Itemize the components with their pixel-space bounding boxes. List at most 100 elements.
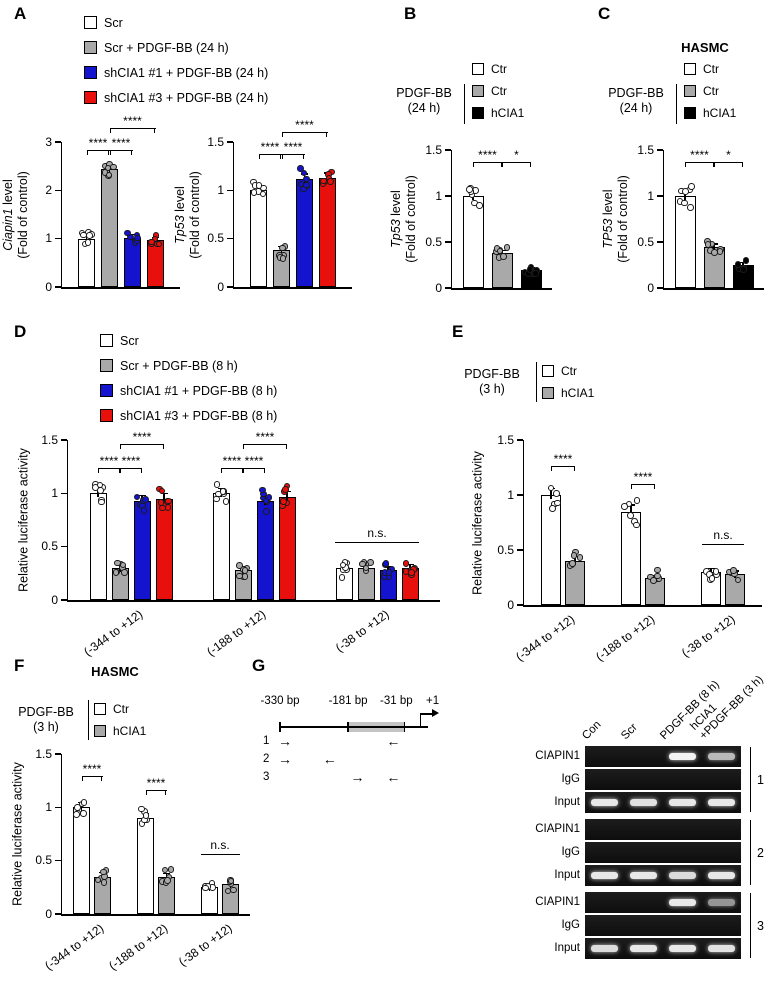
- data-point: [532, 270, 539, 277]
- sig-bracket: [109, 128, 156, 130]
- y-tick-label: 0: [507, 597, 514, 612]
- legend-item: shCIA1 #3 + PDGF-BB (8 h): [100, 403, 277, 428]
- data-point: [142, 496, 149, 503]
- sig-bracket-end: [101, 776, 103, 781]
- legend-swatch: [684, 107, 696, 119]
- legend-swatch: [472, 85, 484, 97]
- legend-item: Scr: [84, 10, 268, 35]
- data-point: [213, 495, 220, 503]
- y-axis-label: Relative luciferase activity: [16, 448, 31, 592]
- data-point: [712, 568, 720, 575]
- data-point: [475, 202, 483, 209]
- error-bar-cap: [163, 872, 170, 875]
- primer-forward-arrow: →: [350, 769, 365, 785]
- gel-band: [708, 753, 735, 760]
- legend-label: Scr: [104, 15, 123, 30]
- sig-bracket-end: [280, 154, 282, 159]
- error-bar: [286, 491, 288, 501]
- y-tick-label: 0.5: [41, 539, 58, 554]
- gel-group-line: [750, 820, 752, 885]
- panel-c-treatment-label: PDGF-BB (24 h): [600, 86, 672, 116]
- y-tick: [55, 913, 61, 915]
- sig-label: ****: [121, 454, 141, 468]
- gel-band: [669, 799, 696, 806]
- y-tick-label: 0: [647, 280, 654, 295]
- legend-swatch: [542, 365, 554, 377]
- y-tick-label: 1: [45, 231, 52, 246]
- y-axis-label: Relative luciferase activity: [470, 450, 485, 595]
- y-tick-label: 1: [45, 799, 52, 814]
- data-point: [236, 562, 244, 569]
- legend-item: Ctr: [472, 58, 524, 80]
- error-bar-cap: [707, 568, 715, 570]
- legend-swatch: [100, 384, 113, 397]
- data-point: [201, 884, 209, 892]
- sig-bracket: [98, 468, 120, 470]
- data-point: [84, 239, 92, 246]
- sig-bracket: [120, 468, 142, 470]
- y-tick: [445, 149, 451, 151]
- sig-bracket: [502, 162, 531, 164]
- gel-band: [591, 945, 618, 952]
- chart-A2: 0 0.5 1 1.5 Tp53 level (Fold of control) **** *…: [173, 118, 352, 294]
- data-point: [259, 486, 266, 494]
- sig-label: ****: [123, 114, 142, 128]
- sig-label: *: [726, 148, 731, 162]
- y-tick-label: 1.5: [497, 432, 514, 447]
- y-tick-label: 0.5: [497, 542, 514, 557]
- data-point: [654, 572, 661, 580]
- y-tick: [227, 141, 233, 143]
- primer-pair-number: 2: [263, 753, 270, 765]
- legend-item: shCIA1 #1 + PDGF-BB (8 h): [100, 378, 277, 403]
- y-tick: [517, 439, 523, 441]
- chart-B: 0 0.5 1 1.5 Tp53 level (Fold of control) **** *: [389, 143, 552, 295]
- legend-label: Scr: [120, 333, 139, 348]
- legend-item: Ctr: [472, 80, 524, 102]
- data-point: [682, 188, 689, 195]
- promoter-tick: [403, 722, 406, 732]
- data-point: [155, 240, 163, 248]
- data-point: [303, 175, 310, 183]
- data-point: [570, 551, 578, 559]
- data-point: [133, 493, 141, 501]
- sig-label: ****: [132, 430, 152, 444]
- data-point: [303, 181, 311, 189]
- gel-row-input: [585, 792, 741, 813]
- data-point: [80, 798, 88, 806]
- sig-bracket: [86, 150, 110, 152]
- sig-bracket: [714, 162, 743, 164]
- data-point: [362, 564, 370, 572]
- sig-bracket-end: [120, 468, 122, 473]
- sig-label: ****: [553, 452, 573, 466]
- data-point: [621, 503, 628, 510]
- sig-bracket-end: [653, 484, 655, 489]
- data-point: [263, 507, 270, 515]
- y-tick-label: 1: [507, 487, 514, 502]
- sig-bracket-end: [243, 468, 245, 473]
- sig-label: ****: [633, 470, 653, 484]
- gel-row-label: CIAPIN1: [535, 895, 580, 908]
- gel-band: [591, 872, 618, 879]
- data-point: [105, 171, 113, 179]
- bar: [278, 496, 296, 600]
- y-tick-label: 1.5: [35, 746, 52, 761]
- sig-bracket-end: [241, 468, 243, 473]
- gel-lane-label: Con: [580, 718, 604, 742]
- gel-row-label: Input: [554, 868, 580, 881]
- chart-F: 0 0.5 1 1.5 Relative luciferase activity ****…: [11, 747, 250, 973]
- gel-band: [630, 799, 657, 806]
- data-point: [547, 484, 555, 492]
- data-point: [730, 567, 737, 574]
- sig-bracket: [145, 790, 167, 792]
- data-point: [167, 866, 175, 874]
- data-point: [279, 255, 287, 262]
- data-point: [86, 231, 93, 239]
- bar: [137, 818, 154, 914]
- data-point: [650, 577, 657, 585]
- treatment-line2: (3 h): [479, 382, 505, 396]
- sig-bracket: [685, 162, 714, 164]
- treatment-line1: PDGF-BB: [396, 86, 452, 100]
- y-axis: [60, 142, 62, 289]
- treatment-line1: PDGF-BB: [608, 86, 664, 100]
- sig-label: ****: [295, 118, 314, 132]
